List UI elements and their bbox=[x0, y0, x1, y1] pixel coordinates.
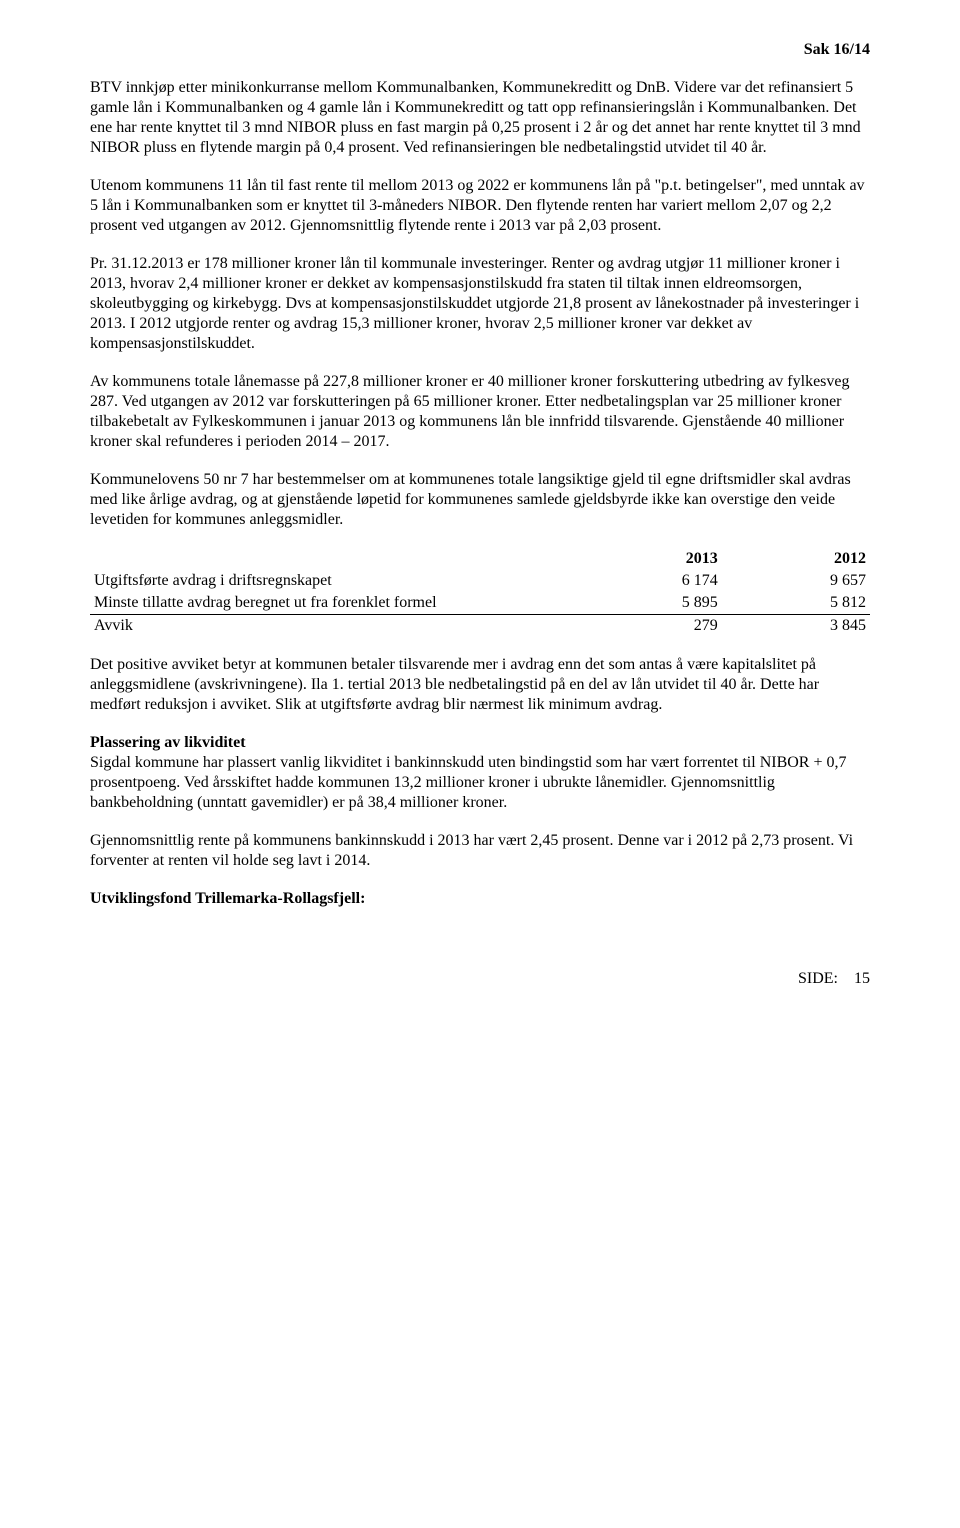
table-row: Minste tillatte avdrag beregnet ut fra f… bbox=[90, 592, 870, 615]
fund-heading: Utviklingsfond Trillemarka-Rollagsfjell: bbox=[90, 889, 870, 909]
avdrag-table: 2013 2012 Utgiftsførte avdrag i driftsre… bbox=[90, 548, 870, 637]
table-cell-value: 5 895 bbox=[574, 592, 722, 615]
table-cell-value: 3 845 bbox=[722, 615, 870, 638]
page-footer: SIDE: 15 bbox=[90, 969, 870, 989]
paragraph-4: Av kommunens totale lånemasse på 227,8 m… bbox=[90, 372, 870, 452]
table-header-row: 2013 2012 bbox=[90, 548, 870, 570]
table-cell-label: Avvik bbox=[90, 615, 574, 638]
page-number: 15 bbox=[854, 970, 870, 987]
table-header-empty bbox=[90, 548, 574, 570]
paragraph-1: BTV innkjøp etter minikonkurranse mellom… bbox=[90, 78, 870, 158]
table-header-2013: 2013 bbox=[574, 548, 722, 570]
paragraph-8: Gjennomsnittlig rente på kommunens banki… bbox=[90, 831, 870, 871]
table-row: Utgiftsførte avdrag i driftsregnskapet 6… bbox=[90, 570, 870, 592]
liquidity-heading: Plassering av likviditet bbox=[90, 734, 246, 751]
table-cell-label: Utgiftsførte avdrag i driftsregnskapet bbox=[90, 570, 574, 592]
side-label: SIDE: bbox=[798, 970, 838, 987]
table-cell-value: 5 812 bbox=[722, 592, 870, 615]
table-cell-value: 279 bbox=[574, 615, 722, 638]
table-cell-label: Minste tillatte avdrag beregnet ut fra f… bbox=[90, 592, 574, 615]
paragraph-3: Pr. 31.12.2013 er 178 millioner kroner l… bbox=[90, 254, 870, 354]
paragraph-2: Utenom kommunens 11 lån til fast rente t… bbox=[90, 176, 870, 236]
paragraph-7: Sigdal kommune har plassert vanlig likvi… bbox=[90, 754, 847, 811]
table-cell-value: 9 657 bbox=[722, 570, 870, 592]
case-reference: Sak 16/14 bbox=[90, 40, 870, 60]
table-row-avvik: Avvik 279 3 845 bbox=[90, 615, 870, 638]
paragraph-5: Kommunelovens 50 nr 7 har bestemmelser o… bbox=[90, 470, 870, 530]
paragraph-6: Det positive avviket betyr at kommunen b… bbox=[90, 655, 870, 715]
liquidity-section: Plassering av likviditet Sigdal kommune … bbox=[90, 733, 870, 813]
document-page: Sak 16/14 BTV innkjøp etter minikonkurra… bbox=[0, 0, 960, 1029]
table-cell-value: 6 174 bbox=[574, 570, 722, 592]
table-header-2012: 2012 bbox=[722, 548, 870, 570]
